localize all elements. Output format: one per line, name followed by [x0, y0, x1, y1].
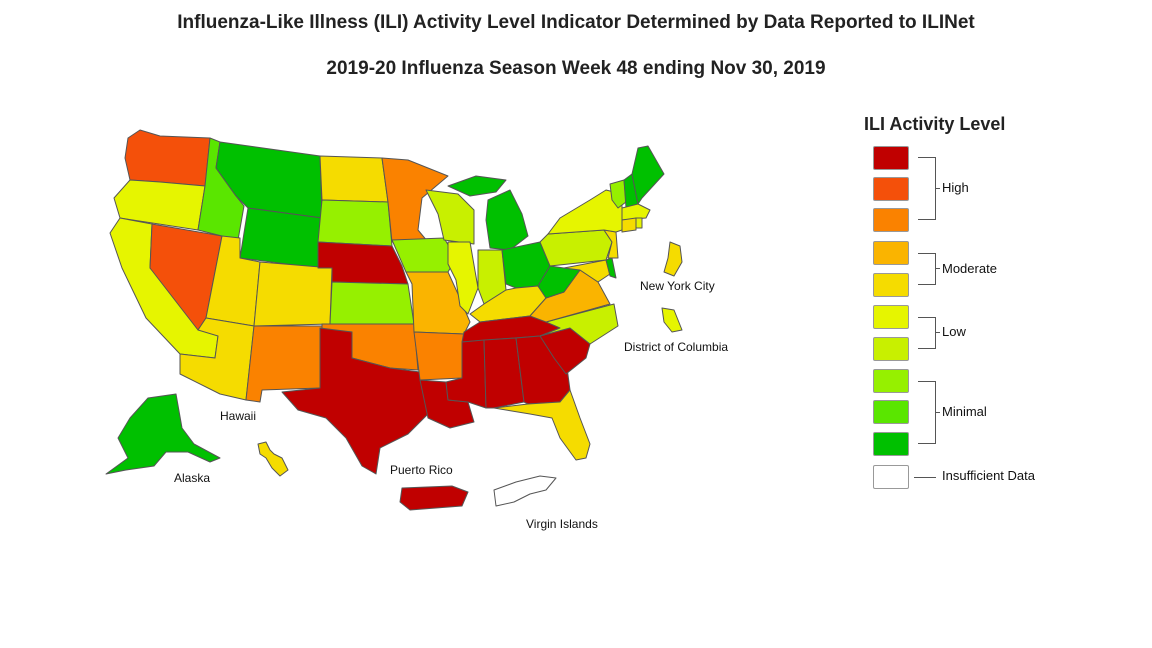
legend-label-insufficient: Insufficient Data: [942, 468, 1035, 483]
legend-tick-moderate: [936, 268, 940, 269]
state-MN[interactable]: [381, 157, 449, 243]
state-NYC[interactable]: [663, 241, 683, 277]
state-HI[interactable]: [257, 441, 289, 477]
legend-swatch-level-7: [873, 241, 909, 265]
legend-bracket-moderate: [918, 253, 936, 285]
state-PR[interactable]: [399, 485, 469, 511]
state-MA[interactable]: [621, 203, 651, 221]
legend-label-high: High: [942, 180, 969, 195]
label-district-of-columbia: District of Columbia: [624, 340, 728, 354]
state-FL[interactable]: [493, 389, 591, 461]
state-MO[interactable]: [405, 271, 471, 335]
legend-label-moderate: Moderate: [942, 261, 997, 276]
state-AL[interactable]: [483, 337, 525, 409]
map-title: Influenza-Like Illness (ILI) Activity Le…: [177, 12, 975, 33]
label-new-york-city: New York City: [640, 279, 715, 293]
map-subtitle: 2019-20 Influenza Season Week 48 ending …: [326, 58, 826, 79]
legend-swatch-level-3: [873, 369, 909, 393]
state-DE[interactable]: [605, 257, 617, 279]
label-puerto-rico: Puerto Rico: [390, 463, 453, 477]
state-VI[interactable]: [493, 475, 557, 507]
legend-bracket-high: [918, 157, 936, 220]
legend-tick-insufficient: [914, 477, 936, 478]
state-AR[interactable]: [413, 331, 465, 381]
legend-tick-low: [936, 332, 940, 333]
legend-swatch-level-10: [873, 146, 909, 170]
state-NE[interactable]: [317, 241, 409, 285]
label-virgin-islands: Virgin Islands: [526, 517, 598, 531]
legend-swatch-level-8: [873, 208, 909, 232]
legend-label-minimal: Minimal: [942, 404, 987, 419]
state-MI[interactable]: [485, 189, 529, 251]
label-hawaii: Hawaii: [220, 409, 256, 423]
state-WA[interactable]: [124, 129, 211, 187]
state-WI[interactable]: [425, 189, 475, 245]
state-AK[interactable]: [105, 393, 221, 475]
legend-title: ILI Activity Level: [864, 114, 1006, 134]
legend-tick-minimal: [936, 412, 940, 413]
legend-swatch-insufficient: [873, 465, 909, 489]
state-KS[interactable]: [329, 281, 415, 325]
state-MI-upper[interactable]: [447, 175, 507, 197]
state-RI[interactable]: [635, 217, 643, 229]
state-SD[interactable]: [317, 199, 393, 247]
legend-swatch-level-4: [873, 337, 909, 361]
legend-swatch-level-1: [873, 432, 909, 456]
legend-bracket-minimal: [918, 381, 936, 444]
state-TX[interactable]: [281, 327, 429, 475]
state-CT[interactable]: [621, 217, 637, 233]
state-ND[interactable]: [319, 155, 389, 203]
legend-tick-high: [936, 188, 940, 189]
state-CO[interactable]: [253, 261, 333, 327]
state-NC[interactable]: [539, 303, 619, 345]
legend-swatch-level-2: [873, 400, 909, 424]
ili-map: Hawaii Alaska Puerto Rico Virgin Islands…: [105, 129, 728, 531]
state-DC[interactable]: [661, 307, 683, 333]
legend-swatch-level-6: [873, 273, 909, 297]
legend-label-low: Low: [942, 324, 966, 339]
state-WY[interactable]: [239, 207, 323, 269]
state-MD[interactable]: [563, 259, 611, 283]
label-alaska: Alaska: [174, 471, 210, 485]
state-VT[interactable]: [609, 179, 627, 209]
legend-swatch-level-9: [873, 177, 909, 201]
legend-bracket-low: [918, 317, 936, 349]
legend-swatch-level-5: [873, 305, 909, 329]
state-ME[interactable]: [631, 145, 665, 205]
state-NY[interactable]: [547, 189, 623, 235]
state-IL[interactable]: [447, 241, 479, 315]
